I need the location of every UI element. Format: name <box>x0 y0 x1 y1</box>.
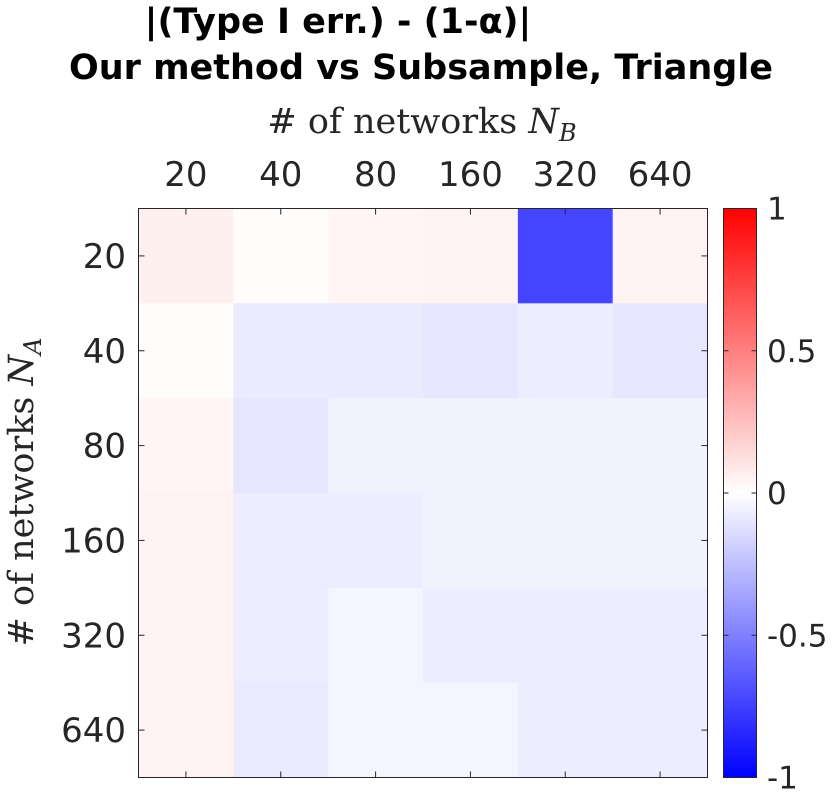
x-tick-label: 20 <box>164 155 207 195</box>
heatmap-cell <box>423 303 519 399</box>
heatmap-cell <box>138 587 234 684</box>
heatmap-cell <box>423 208 519 304</box>
y-tick-label: 640 <box>61 711 126 751</box>
heatmap-cell <box>233 682 329 778</box>
heatmap-cell <box>138 208 234 304</box>
plot-frame <box>138 208 708 778</box>
colorbar-ticks: 1 0.5 0 -0.5 -1 <box>723 192 828 794</box>
chart-title-line-2: Our method vs Subsample, Triangle <box>69 48 773 88</box>
heatmap-cell <box>517 493 614 589</box>
y-axis-label: # of networks NA <box>2 338 47 647</box>
heatmap-cell <box>423 493 519 589</box>
y-tick-label: 160 <box>61 521 126 561</box>
heatmap-cell <box>328 493 424 589</box>
heatmap-cell <box>423 682 519 778</box>
colorbar-tick-label: 0 <box>767 476 787 512</box>
y-tick-label: 80 <box>83 427 126 467</box>
colorbar-tick-label: -0.5 <box>767 618 828 654</box>
heatmap-cell <box>612 682 708 778</box>
heatmap-cell <box>138 493 234 589</box>
colorbar-tick-label: 1 <box>767 192 787 228</box>
heatmap-cell <box>233 587 329 684</box>
heatmap-cell <box>328 682 424 778</box>
heatmap-cell <box>328 398 424 494</box>
x-axis-ticks: 20 40 80 160 320 640 <box>164 155 693 778</box>
heatmap-cell <box>233 493 329 589</box>
heatmap-cell <box>517 587 614 684</box>
x-axis-label: # of networks NB <box>267 102 576 147</box>
x-tick-label: 40 <box>259 155 302 195</box>
heatmap-cell <box>138 398 234 494</box>
colorbar-tick-label: -1 <box>767 761 798 794</box>
heatmap-cell <box>233 208 329 304</box>
x-tick-label: 640 <box>628 155 693 195</box>
heatmap-cell <box>517 682 614 778</box>
x-tick-label: 320 <box>533 155 598 195</box>
heatmap-cell <box>612 587 708 684</box>
heatmap-cell <box>138 303 234 399</box>
heatmap-cell <box>612 208 708 304</box>
chart-title-line-1: |(Type I err.) - (1-α)| <box>145 2 532 42</box>
heatmap-cells <box>138 208 708 778</box>
heatmap-cell <box>328 208 424 304</box>
heatmap-cell <box>517 208 614 304</box>
heatmap-cell <box>328 303 424 399</box>
heatmap-cell <box>423 398 519 494</box>
y-tick-label: 20 <box>83 237 126 277</box>
colorbar-tick-label: 0.5 <box>767 334 816 370</box>
heatmap-cell <box>423 587 519 684</box>
heatmap-cell <box>328 587 424 684</box>
heatmap-cell <box>612 303 708 399</box>
heatmap-cell <box>233 303 329 399</box>
heatmap-cell <box>233 398 329 494</box>
y-tick-label: 320 <box>61 616 126 656</box>
y-tick-label: 40 <box>83 332 126 372</box>
x-tick-label: 80 <box>354 155 397 195</box>
heatmap-cell <box>517 398 614 494</box>
heatmap-cell <box>612 398 708 494</box>
x-tick-label: 160 <box>438 155 503 195</box>
heatmap-cell <box>138 682 234 778</box>
heatmap-cell <box>612 493 708 589</box>
heatmap-cell <box>517 303 614 399</box>
y-axis-ticks: 20 40 80 160 320 640 <box>61 237 708 751</box>
